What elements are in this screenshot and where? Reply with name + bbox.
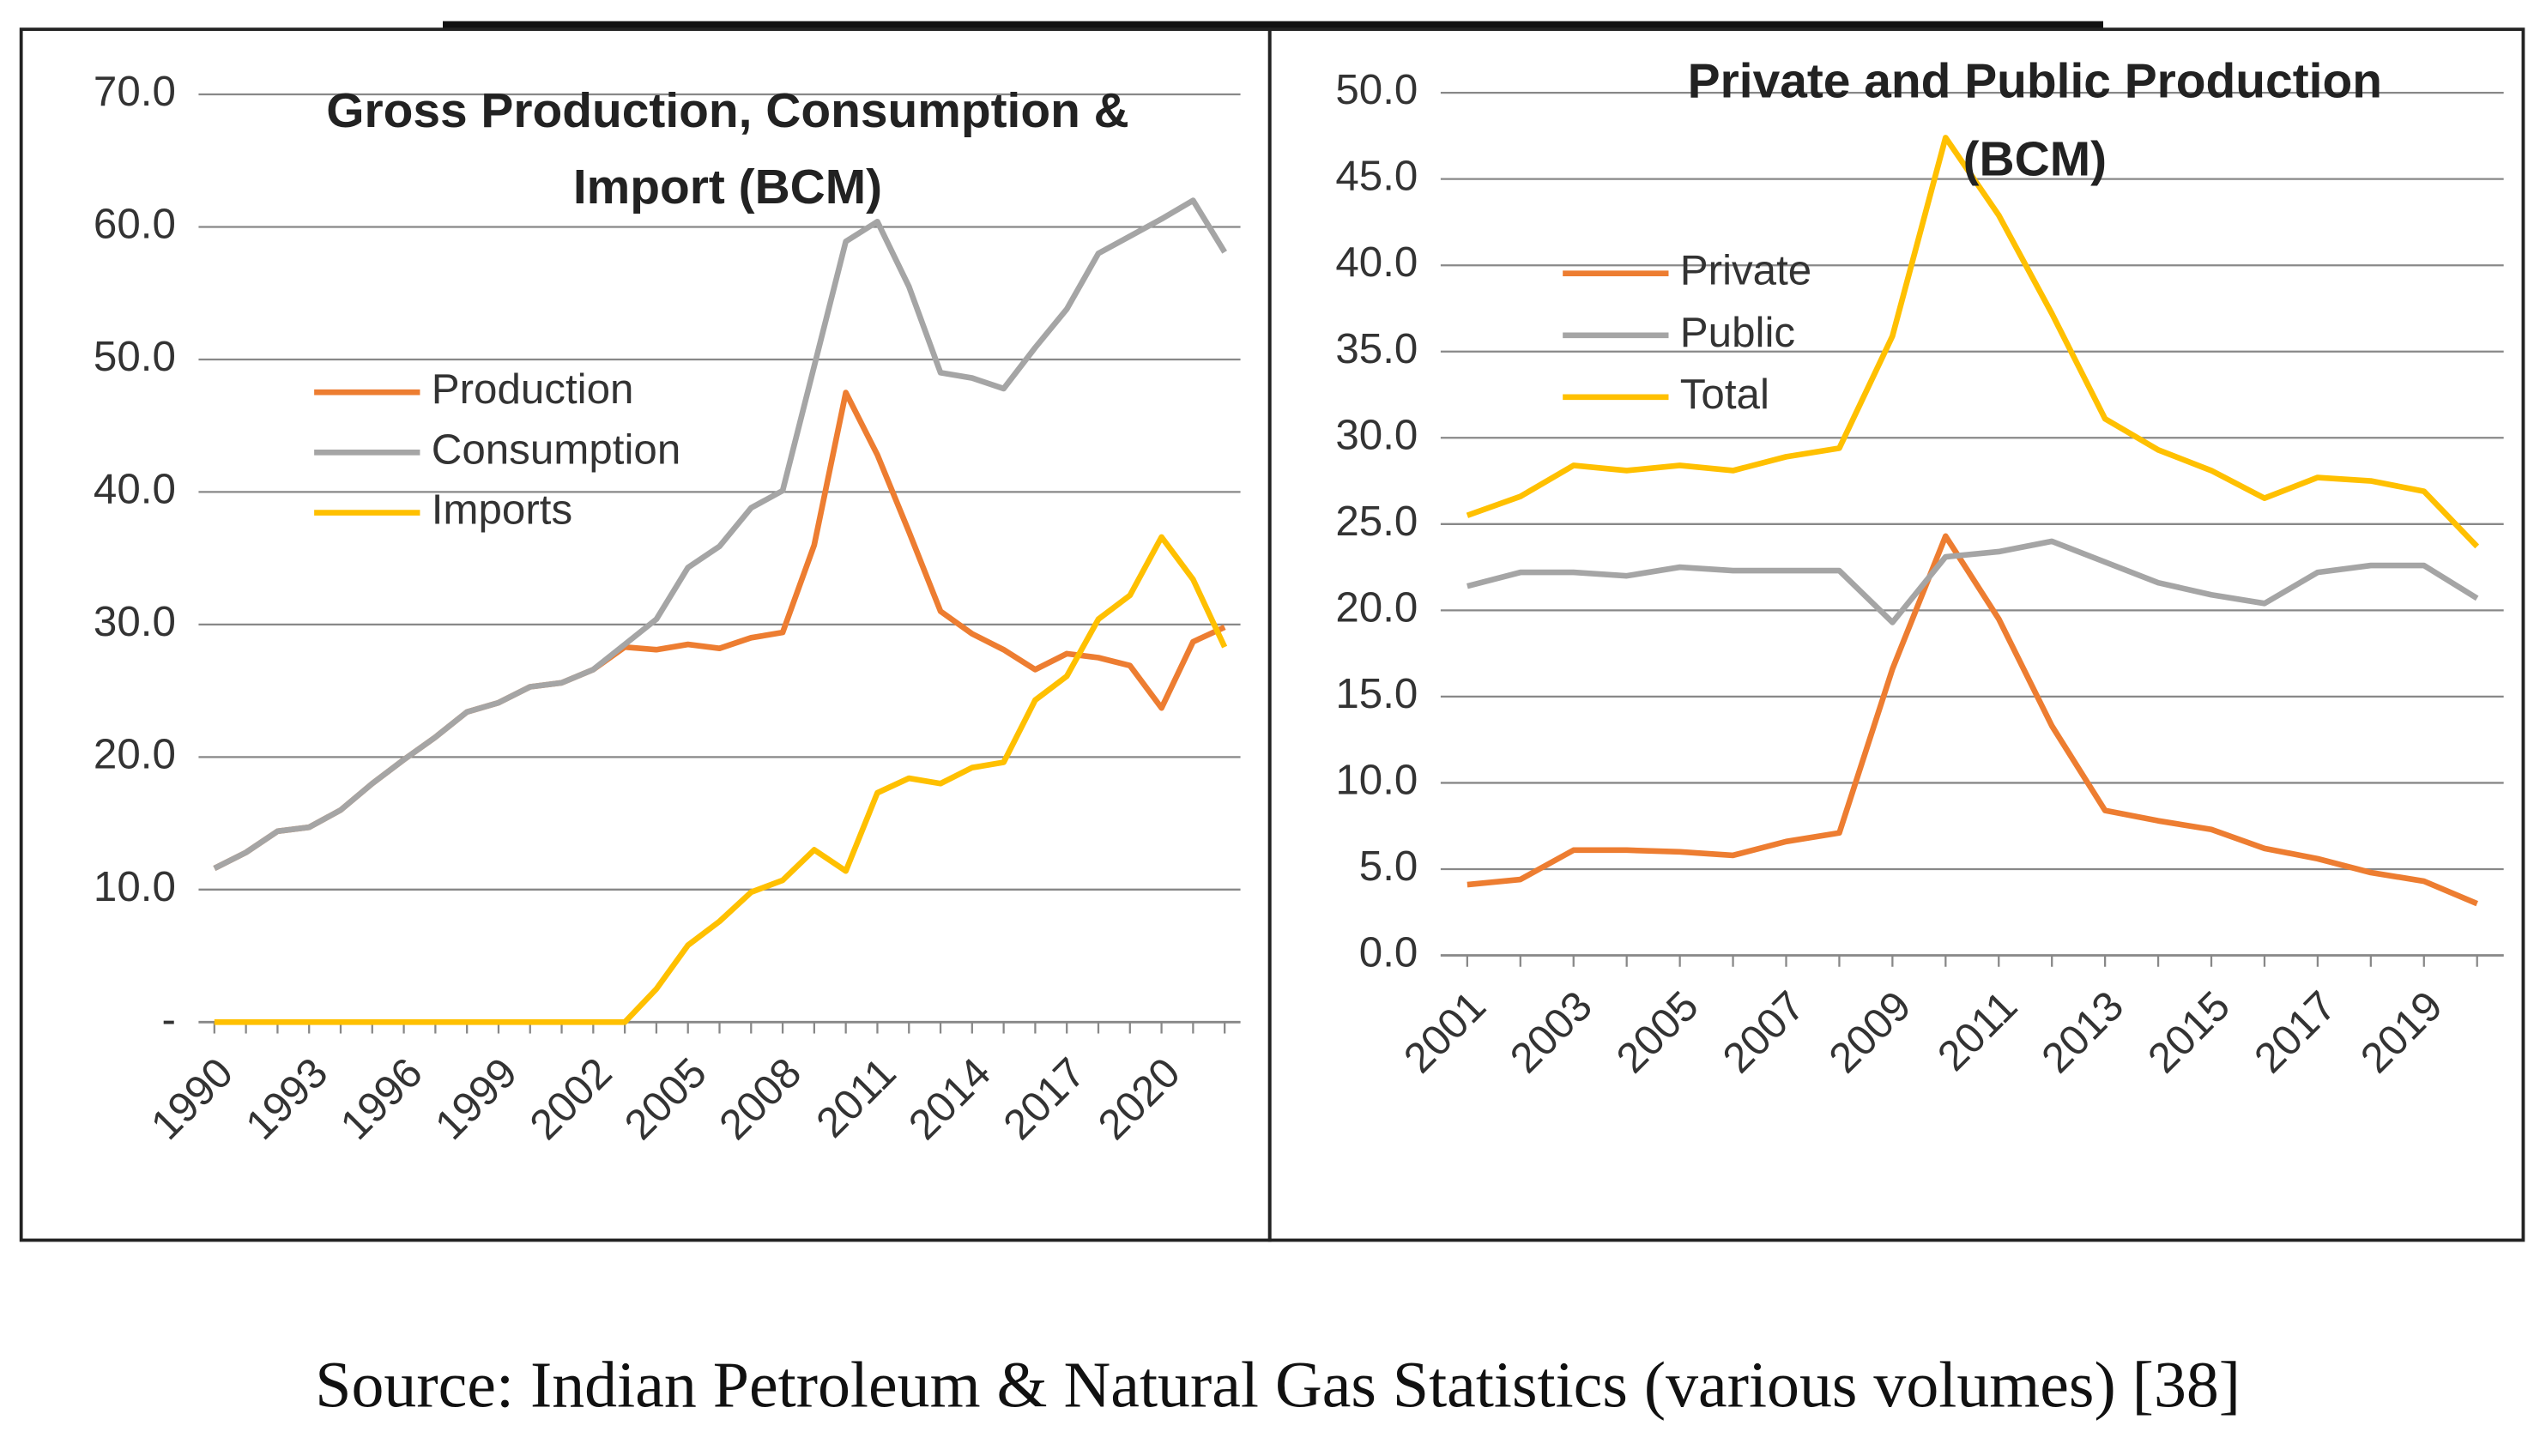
x-tick-label: 2017: [995, 1048, 1094, 1148]
x-tick-label: 2011: [807, 1048, 905, 1146]
x-tick-label: 2019: [2351, 982, 2451, 1082]
y-tick-label: 45.0: [1335, 153, 1418, 200]
x-tick-label: 2003: [1501, 982, 1600, 1082]
y-tick-label: 15.0: [1335, 670, 1418, 717]
y-tick-label: 40.0: [1335, 239, 1418, 286]
x-tick-label: 1990: [142, 1048, 242, 1148]
x-tick-label: 2008: [711, 1048, 810, 1148]
x-tick-label: 2015: [2139, 982, 2239, 1082]
legend-label: Total: [1680, 371, 1769, 418]
y-tick-label: 20.0: [1335, 583, 1418, 631]
series-line: [213, 390, 1226, 872]
y-tick-label: 0.0: [1359, 929, 1418, 976]
series-line: [214, 534, 1228, 1025]
y-tick-label: 50.0: [1335, 66, 1418, 113]
legend-label: Production: [432, 366, 634, 413]
x-tick-label: 2002: [521, 1048, 620, 1148]
x-tick-label: 2007: [1714, 982, 1813, 1082]
y-tick-label: 40.0: [94, 465, 176, 512]
series-line: [1467, 533, 2478, 907]
y-tick-label: 30.0: [1335, 411, 1418, 458]
series-line: [213, 197, 1227, 872]
x-tick-label: 2011: [1929, 982, 2027, 1080]
right-frame: [1267, 27, 2525, 1242]
x-tick-label: 1993: [237, 1048, 336, 1148]
x-tick-label: 2009: [1820, 982, 1920, 1082]
x-tick-label: 2020: [1089, 1048, 1188, 1148]
chart-title: (BCM): [1963, 132, 2107, 187]
x-tick-label: 2005: [615, 1048, 715, 1148]
legend-label: Private: [1680, 247, 1811, 294]
y-tick-label: 50.0: [94, 333, 176, 380]
y-tick-label: 35.0: [1335, 325, 1418, 372]
y-tick-label: 70.0: [94, 68, 176, 115]
legend-label: Consumption: [432, 426, 681, 473]
x-tick-label: 2014: [900, 1048, 1000, 1148]
chart-title: Import (BCM): [573, 160, 882, 214]
caption: Source: Indian Petroleum & Natural Gas S…: [315, 1349, 2241, 1421]
legend-label: Imports: [432, 486, 572, 534]
chart-title: Gross Production, Consumption &: [326, 83, 1129, 138]
y-tick-label: 25.0: [1335, 498, 1418, 545]
series-line: [1466, 135, 2480, 549]
y-tick-label: 20.0: [94, 730, 176, 777]
top-bar: [443, 21, 2103, 30]
y-tick-label: 10.0: [1335, 756, 1418, 803]
x-tick-label: 1999: [426, 1048, 526, 1148]
y-tick-label: -: [161, 995, 175, 1042]
x-tick-label: 2001: [1395, 982, 1495, 1082]
x-tick-label: 2017: [2246, 982, 2345, 1082]
y-tick-label: 60.0: [94, 201, 176, 248]
x-tick-label: 2013: [2033, 982, 2132, 1082]
chart-title: Private and Public Production: [1688, 54, 2382, 109]
legend-label: Public: [1680, 309, 1795, 356]
series-line: [1467, 538, 2479, 625]
y-tick-label: 5.0: [1359, 843, 1418, 890]
y-tick-label: 30.0: [94, 598, 176, 645]
x-tick-label: 1996: [331, 1048, 431, 1148]
x-tick-label: 2005: [1607, 982, 1707, 1082]
y-tick-label: 10.0: [94, 863, 176, 910]
